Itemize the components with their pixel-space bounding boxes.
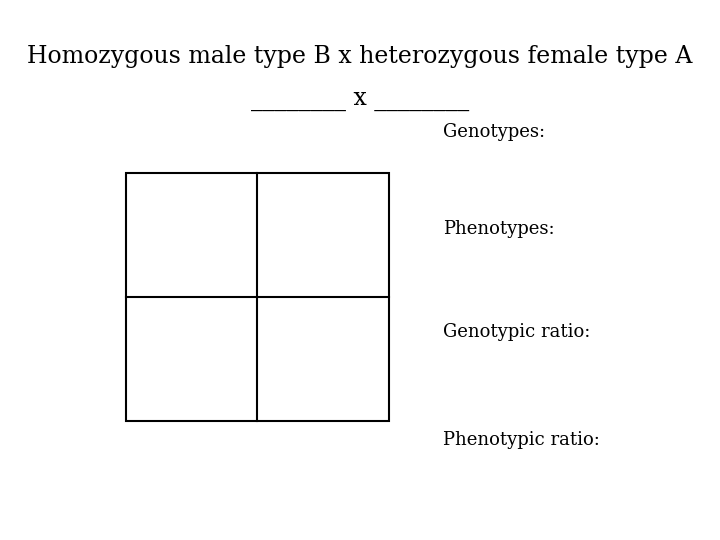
Text: Genotypic ratio:: Genotypic ratio: <box>443 323 590 341</box>
Text: ________ x ________: ________ x ________ <box>251 89 469 111</box>
Bar <box>126 173 389 421</box>
Text: Phenotypes:: Phenotypes: <box>443 220 554 239</box>
Text: Homozygous male type B x heterozygous female type A: Homozygous male type B x heterozygous fe… <box>27 45 693 68</box>
Text: Phenotypic ratio:: Phenotypic ratio: <box>443 431 600 449</box>
Text: Genotypes:: Genotypes: <box>443 123 545 141</box>
